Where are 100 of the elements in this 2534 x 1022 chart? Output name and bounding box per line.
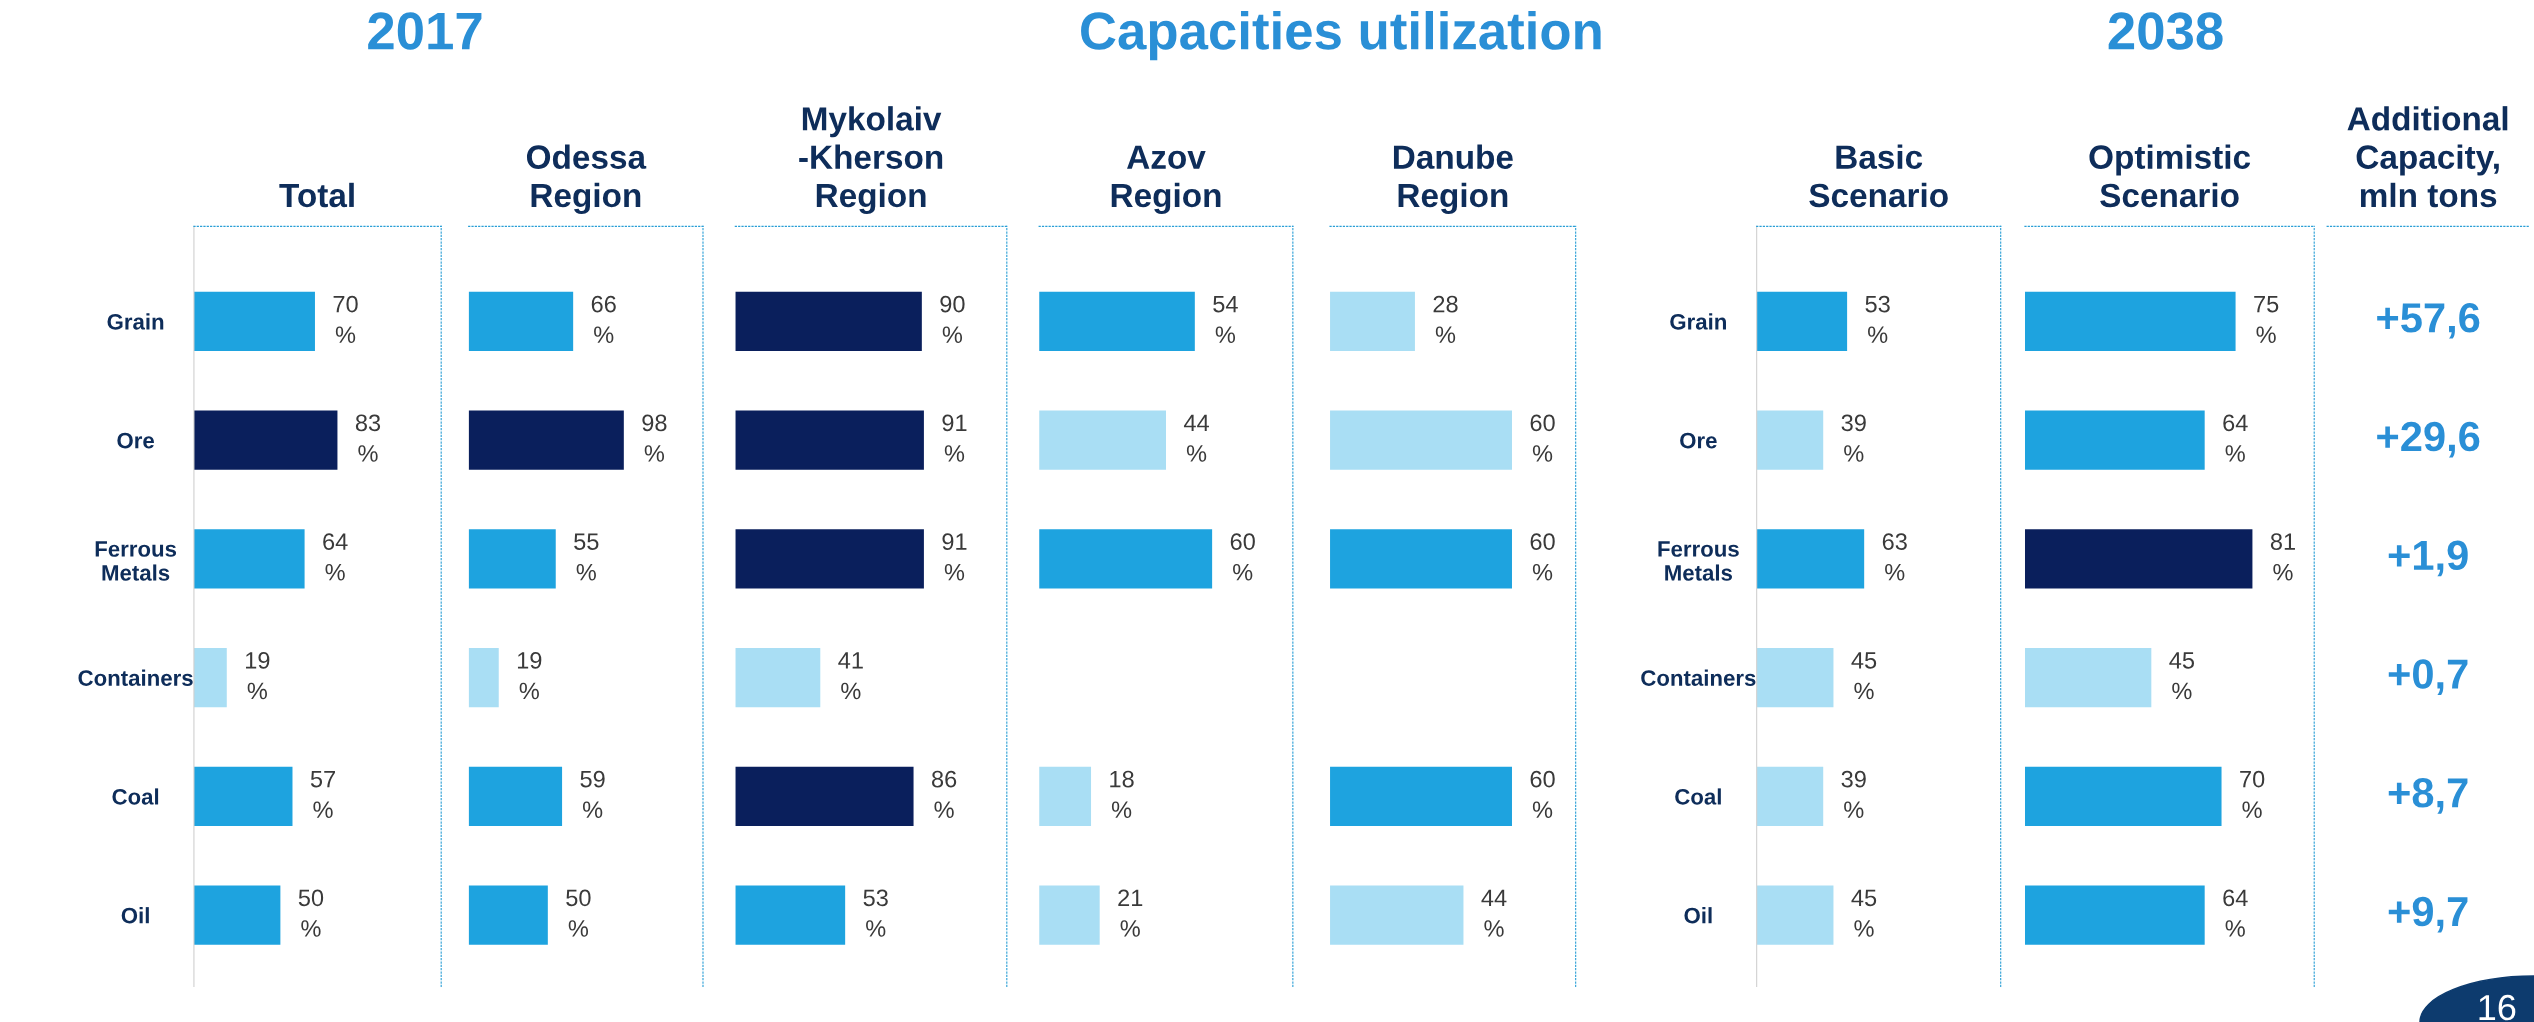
data-label: 19 %	[517, 652, 542, 700]
data-label: 83 %	[355, 414, 381, 462]
data-label: 90 %	[940, 295, 965, 343]
chart-title: Optimistic Scenario	[2089, 144, 2251, 208]
bar	[1039, 529, 1213, 589]
data-label: 91 %	[942, 414, 967, 462]
y-tick-label: Grain	[1670, 313, 1726, 330]
data-label: 39 %	[1841, 770, 1866, 818]
chart-title: Total	[279, 182, 354, 208]
y-tick-label: Ore	[1680, 432, 1717, 449]
data-label: 44 %	[1481, 889, 1507, 937]
bar	[193, 766, 293, 827]
bar	[468, 766, 563, 827]
bar	[193, 529, 305, 589]
bar	[2024, 410, 2205, 470]
data-label: 45 %	[1851, 889, 1877, 937]
data-label: 57 %	[310, 771, 335, 818]
y-tick-label: Coal	[1675, 788, 1721, 805]
bar	[2024, 766, 2222, 827]
bar	[1756, 291, 1848, 352]
bar	[468, 291, 574, 352]
text: 16	[2479, 994, 2516, 1021]
bar	[1756, 766, 1824, 827]
data-label: 19 %	[246, 652, 270, 700]
bar	[735, 766, 914, 827]
bar	[1039, 885, 1100, 945]
bar	[193, 410, 338, 470]
y-tick-label: Containers	[1641, 669, 1756, 686]
data-label: 86 %	[932, 770, 957, 818]
data-label: 53 %	[863, 889, 888, 937]
data-label: 28 %	[1433, 295, 1458, 343]
data-label: 75 %	[2254, 295, 2279, 343]
data-label: 50 %	[298, 889, 324, 937]
chart-title: Danube Region	[1393, 144, 1513, 215]
y-tick-label: Ferrous Metals	[95, 541, 177, 581]
text: 2038	[2108, 12, 2223, 50]
bar	[1756, 529, 1865, 589]
data-label: 18 %	[1110, 770, 1134, 818]
y-tick-label: Oil	[121, 907, 149, 924]
data-label: 63 %	[1882, 533, 1907, 581]
data-label: 70 %	[2240, 770, 2265, 818]
bar	[1039, 410, 1166, 470]
data-label: 60 %	[1230, 533, 1255, 581]
y-tick-label: Oil	[1684, 907, 1712, 924]
data-label: 55 %	[574, 533, 599, 581]
bar	[468, 647, 499, 708]
data-label: 98 %	[642, 414, 667, 462]
y-tick-label: Grain	[107, 313, 164, 330]
text: +0,7	[2388, 659, 2468, 695]
y-tick-label: Ore	[117, 432, 154, 449]
bar	[1756, 410, 1824, 470]
bar	[468, 885, 548, 945]
data-label: 60 %	[1530, 770, 1555, 818]
data-label: 50 %	[566, 889, 591, 937]
data-label: 41 %	[838, 652, 863, 700]
chart-title: Basic Scenario	[1809, 144, 1948, 208]
y-tick-label: Coal	[112, 788, 159, 805]
y-tick-label: Containers	[78, 669, 193, 686]
bar	[193, 291, 315, 352]
data-label: 21 %	[1118, 889, 1143, 937]
y-tick-label: Ferrous Metals	[1658, 541, 1739, 581]
chart-title: Azov Region	[1111, 145, 1221, 215]
bar	[468, 410, 624, 470]
bar	[1756, 647, 1834, 708]
data-label: 60 %	[1530, 414, 1555, 462]
data-label: 54 %	[1213, 295, 1238, 343]
data-label: 64 %	[323, 533, 348, 581]
bar	[193, 885, 281, 945]
data-label: 39 %	[1841, 414, 1866, 462]
data-label: 64 %	[2223, 889, 2248, 937]
bar	[735, 529, 924, 589]
data-label: 81 %	[2270, 533, 2295, 581]
data-label: 66 %	[591, 295, 616, 343]
data-label: 59 %	[580, 770, 605, 818]
bar	[2024, 291, 2236, 352]
bar	[1756, 885, 1834, 945]
data-label: 64 %	[2223, 414, 2248, 462]
bar	[468, 529, 556, 589]
bar	[735, 291, 922, 352]
text: +57,6	[2377, 303, 2480, 339]
text: +8,7	[2388, 778, 2468, 814]
text: 2017	[368, 12, 482, 50]
chart-title: Mykolaiv -Kherson Region	[799, 106, 943, 215]
text: +1,9	[2388, 540, 2468, 577]
data-label: 44 %	[1183, 414, 1209, 462]
text: Additional Capacity, mln tons	[2347, 106, 2508, 208]
data-label: 91 %	[942, 533, 967, 581]
bar	[735, 647, 821, 708]
bar	[1039, 291, 1195, 352]
data-label: 60 %	[1530, 533, 1555, 581]
bar	[735, 410, 924, 470]
text: +29,6	[2377, 421, 2480, 458]
bar	[193, 647, 227, 708]
chart-title: Odessa Region	[526, 144, 647, 215]
text: Capacities utilization	[1081, 10, 1601, 61]
text: +9,7	[2388, 896, 2468, 933]
bar	[735, 885, 846, 945]
bar	[1039, 766, 1092, 827]
bar	[2024, 529, 2253, 589]
bar	[2024, 885, 2205, 945]
